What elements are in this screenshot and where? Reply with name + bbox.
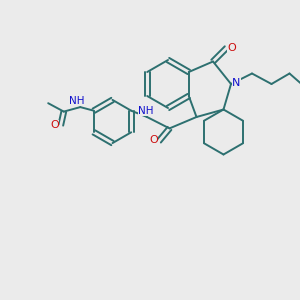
Text: O: O bbox=[50, 120, 59, 130]
Text: O: O bbox=[227, 43, 236, 53]
Text: NH: NH bbox=[69, 96, 84, 106]
Text: NH: NH bbox=[138, 106, 153, 116]
Text: O: O bbox=[149, 135, 158, 146]
Text: N: N bbox=[232, 77, 241, 88]
